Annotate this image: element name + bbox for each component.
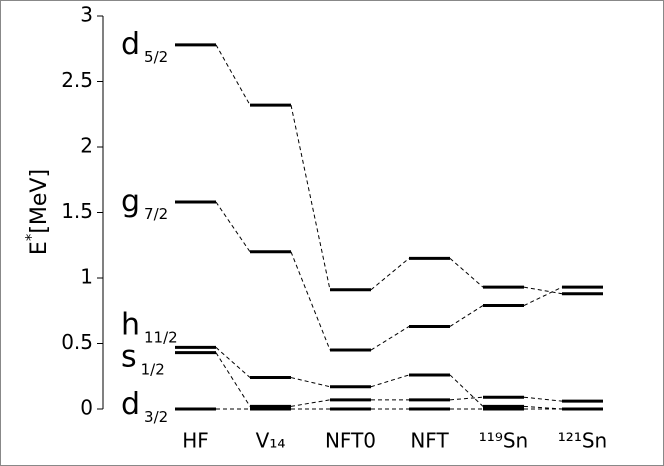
level-label: d 5/2 [121,26,168,65]
x-tick-label: NFT0 [325,429,376,453]
y-axis-label: E*[MeV] [22,169,53,255]
level-sub: 1/2 [141,360,165,378]
connector [215,352,251,407]
level-name: d [121,26,140,61]
x-tick-label: HF [182,429,209,453]
level-name: g [121,184,140,219]
connector [523,286,563,306]
connector [449,374,484,407]
level-label: s 1/2 [121,339,165,378]
level-name: d [121,387,140,422]
connector [215,44,251,106]
y-tick-label: 0.5 [61,330,93,354]
y-tick-label: 3 [80,3,93,27]
y-tick-label: 0 [80,396,93,420]
connector [523,396,563,402]
connector [449,257,484,288]
level-label: h 11/2 [121,307,178,346]
connector [370,326,410,351]
x-tick-label: V₁₄ [256,429,286,453]
level-sub: 11/2 [144,328,178,346]
connector [215,347,251,378]
x-tick-label: ¹²¹Sn [558,429,607,453]
connector [290,104,331,290]
connector [370,257,410,291]
level-sub: 3/2 [144,408,168,426]
level-name: h [121,307,140,342]
level-name: s [121,339,137,374]
y-tick-label: 1.5 [61,199,93,223]
y-tick-label: 1 [80,265,93,289]
connector [449,396,484,401]
y-tick-label: 2.5 [61,68,93,92]
level-label: d 3/2 [121,387,168,426]
level-sub: 7/2 [144,205,168,223]
connector [290,251,331,351]
connector [215,201,251,253]
level-label: g 7/2 [121,184,168,223]
x-tick-label: ¹¹⁹Sn [479,429,528,453]
x-tick-label: NFT [410,429,449,453]
level-sub: 5/2 [144,47,168,65]
y-tick-label: 2 [80,134,93,158]
